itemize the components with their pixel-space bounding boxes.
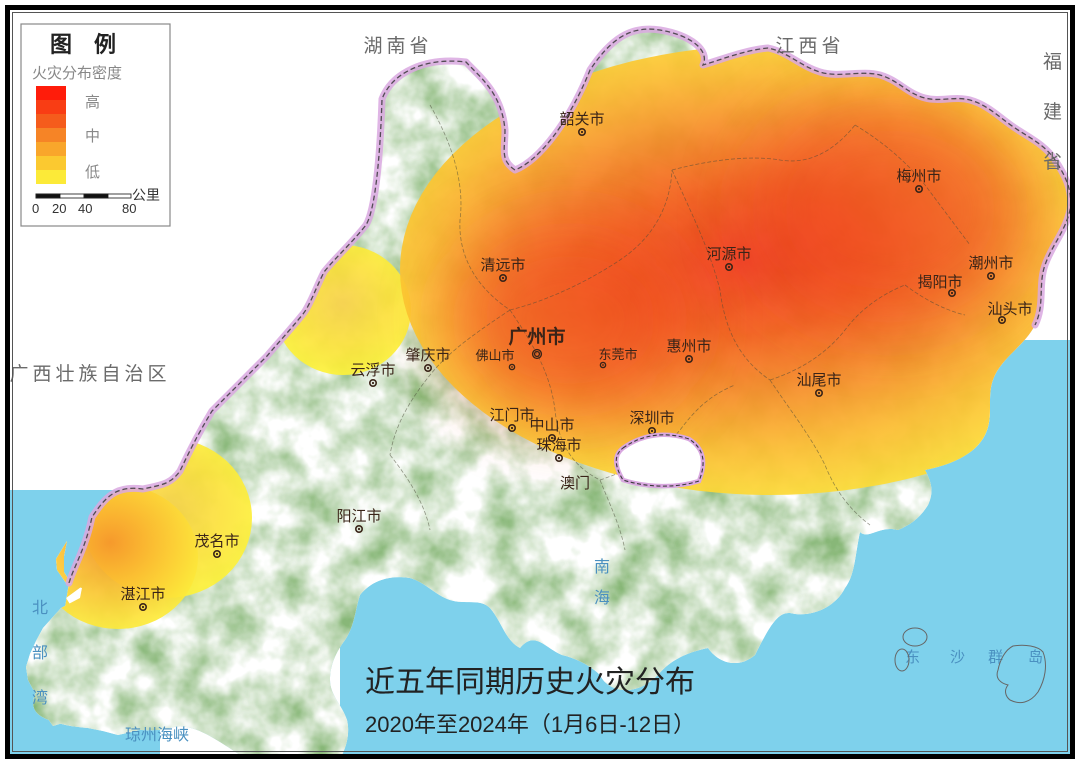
svg-text:揭阳市: 揭阳市 [917, 274, 962, 291]
svg-text:东莞市: 东莞市 [598, 347, 637, 362]
svg-text:佛山市: 佛山市 [475, 348, 514, 363]
svg-text:东: 东 [905, 649, 920, 666]
svg-text:群: 群 [988, 649, 1003, 666]
svg-text:2020年至2024年（1月6日-12日）: 2020年至2024年（1月6日-12日） [365, 712, 695, 737]
svg-text:岛: 岛 [1028, 649, 1043, 666]
svg-text:湾: 湾 [32, 689, 48, 707]
svg-text:云浮市: 云浮市 [350, 362, 395, 379]
svg-text:80: 80 [122, 201, 136, 216]
svg-text:汕头市: 汕头市 [987, 301, 1032, 318]
svg-text:海: 海 [594, 589, 610, 607]
svg-text:深圳市: 深圳市 [629, 410, 674, 427]
svg-text:部: 部 [32, 644, 48, 662]
svg-text:汕尾市: 汕尾市 [796, 372, 841, 389]
svg-text:中: 中 [85, 128, 100, 145]
svg-text:潮州市: 潮州市 [968, 255, 1013, 272]
svg-text:茂名市: 茂名市 [194, 533, 239, 550]
svg-text:近五年同期历史火灾分布: 近五年同期历史火灾分布 [365, 666, 695, 699]
svg-text:北: 北 [32, 599, 48, 617]
svg-text:省: 省 [1043, 151, 1066, 173]
svg-text:0: 0 [32, 201, 39, 216]
svg-text:高: 高 [85, 94, 100, 111]
svg-text:中山市: 中山市 [529, 417, 574, 434]
svg-text:河源市: 河源市 [706, 246, 751, 263]
svg-text:建: 建 [1043, 101, 1066, 123]
svg-text:梅州市: 梅州市 [896, 168, 941, 185]
svg-text:火灾分布密度: 火灾分布密度 [32, 65, 122, 82]
svg-text:阳江市: 阳江市 [336, 508, 381, 525]
svg-text:广西壮族自治区: 广西壮族自治区 [10, 363, 171, 385]
svg-text:湛江市: 湛江市 [120, 586, 165, 603]
svg-text:琼州海峡: 琼州海峡 [125, 726, 189, 744]
svg-text:韶关市: 韶关市 [559, 111, 604, 128]
svg-text:江西省: 江西省 [775, 35, 844, 57]
svg-text:广州市: 广州市 [508, 325, 565, 348]
svg-text:沙: 沙 [950, 649, 965, 666]
svg-text:图 例: 图 例 [50, 32, 116, 57]
svg-text:肇庆市: 肇庆市 [405, 347, 450, 364]
svg-text:惠州市: 惠州市 [666, 338, 711, 355]
svg-text:江门市: 江门市 [489, 407, 534, 424]
svg-text:低: 低 [85, 164, 100, 181]
svg-text:澳门: 澳门 [560, 475, 590, 492]
svg-text:珠海市: 珠海市 [536, 437, 581, 454]
svg-text:清远市: 清远市 [480, 257, 525, 274]
svg-text:南: 南 [594, 558, 610, 576]
svg-text:40: 40 [78, 201, 92, 216]
svg-text:20: 20 [52, 201, 66, 216]
svg-text:福: 福 [1043, 51, 1066, 73]
svg-text:湖南省: 湖南省 [363, 35, 432, 57]
